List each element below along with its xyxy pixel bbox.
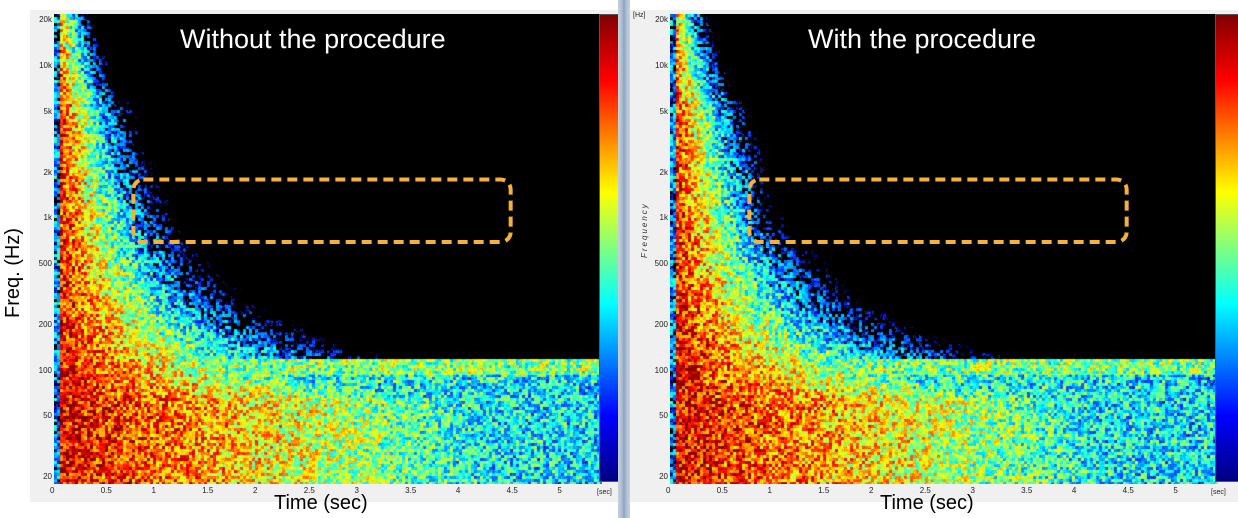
x-tick-label: 2.5 [303,486,315,495]
x-tick-label: 0.5 [100,486,112,495]
x-tick-label: 0.5 [716,486,728,495]
x-tick-label: 3.5 [1021,486,1033,495]
y-unit-right: [Hz] [633,12,646,19]
spectrogram-overlay-left [131,177,513,244]
y-tick-label: 2k [43,167,52,177]
x-tick-label: 1 [151,486,156,495]
x-tick-label: 3 [970,486,975,495]
x-tick-label: 1 [767,486,772,495]
x-unit-right: [sec] [1211,489,1226,496]
y-tick-label: 1k [43,213,52,223]
x-tick-label: 2 [252,486,258,495]
y-tick-label: 20k [655,15,668,25]
spectrogram-heatmap-left [54,14,602,484]
x-tick-label: 4 [1071,486,1077,495]
y-tick-label: 200 [654,319,668,329]
y-tick-label: 10k [39,61,52,71]
x-tick-label: 5 [1173,486,1178,495]
y-tick-label: 20 [43,472,52,482]
x-tick-label: 4.5 [1122,486,1134,495]
y-tick-label: 20 [659,472,668,482]
y-tick-label: 1k [659,213,668,223]
x-tick-label: 5 [557,486,562,495]
y-tick-label: 50 [659,411,668,421]
spectrogram-overlay-right [747,177,1129,244]
spectrogram-panel-right: [Hz] Frequency With the procedure 20 50 10… [630,10,1238,502]
x-tick-label: 3.5 [405,486,417,495]
x-axis-label-left: Time (sec) [274,492,368,514]
x-tick-label: 1.5 [818,486,830,495]
y-tick-label: 50 [43,411,52,421]
spectrogram-heatmap-right [670,14,1218,484]
y-tick-label: 5k [43,106,52,116]
panel-divider[interactable] [618,0,630,518]
x-tick-label: 0 [50,486,55,495]
x-tick-label: 4 [455,486,461,495]
x-unit-left: [sec] [597,489,612,496]
y-tick-label: 2k [659,167,668,177]
spectrogram-plot-right: With the procedure [670,14,1218,484]
x-tick-label: 4.5 [506,486,518,495]
x-tick-label: 3 [354,486,359,495]
y-tick-label: 100 [654,365,668,375]
x-tick-label: 2 [868,486,874,495]
x-tick-label: 0 [666,486,671,495]
colorbar-right [1215,14,1238,482]
y-tick-label: 100 [38,365,52,375]
y-tick-label: 500 [38,259,52,269]
chart-title-left: Without the procedure [180,24,446,54]
y-tick-label: 10k [655,61,668,71]
highlight-region-box [747,177,1129,244]
x-tick-label: 1.5 [202,486,214,495]
y-axis-label-right: Frequency [640,202,649,258]
spectrogram-plot-left: Without the procedure [54,14,602,484]
y-tick-label: 5k [659,106,668,116]
y-tick-label: 500 [654,259,668,269]
y-axis-label-left: Freq. (Hz) [2,228,24,318]
x-tick-label: 2.5 [919,486,931,495]
x-axis-label-right: Time (sec) [880,492,974,514]
spectrogram-panel-left: Without the procedure 20 50 100 200 500 1k 2k 5… [30,10,627,502]
chart-title-right: With the procedure [808,24,1037,54]
y-tick-label: 20k [39,15,52,25]
y-tick-label: 200 [38,319,52,329]
highlight-region-box [131,177,513,244]
